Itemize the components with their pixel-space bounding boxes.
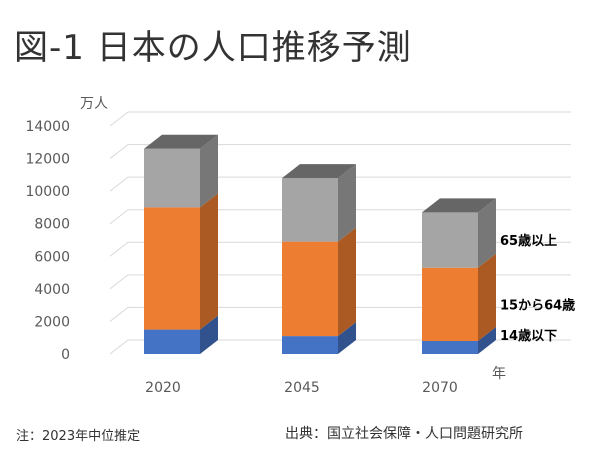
series-label: 15から64歳	[500, 297, 575, 313]
y-tick-label: 12000	[25, 152, 70, 168]
bar-side	[200, 193, 218, 330]
y-tick-label: 2000	[34, 314, 70, 330]
bar-top	[422, 198, 496, 213]
y-axis-unit: 万人	[80, 96, 108, 112]
bar-side	[478, 198, 496, 268]
source-credit: 出典：国立社会保障・人口問題研究所	[285, 426, 523, 442]
x-tick-label: 2045	[284, 380, 320, 396]
bar-side	[478, 326, 496, 354]
bar-segment	[144, 148, 200, 208]
bar-segment	[282, 178, 338, 242]
bar-segment	[144, 329, 200, 354]
bar-segment	[282, 241, 338, 337]
y-tick-label: 6000	[34, 249, 70, 265]
gridline	[109, 111, 571, 127]
bar-top	[282, 164, 356, 179]
y-tick-label: 10000	[25, 184, 70, 200]
bar-segment	[422, 212, 478, 268]
bar-segment	[144, 207, 200, 330]
bar-segment	[282, 336, 338, 354]
x-tick-label: 2020	[145, 380, 181, 396]
bar-segment	[422, 340, 478, 354]
bar-side	[200, 134, 218, 208]
bar-side	[338, 322, 356, 354]
y-tick-label: 4000	[34, 282, 70, 298]
x-tick-label: 2070	[422, 380, 458, 396]
gridline	[109, 144, 571, 159]
y-tick-label: 8000	[34, 217, 70, 233]
bar-side	[338, 164, 356, 242]
bar-side	[200, 315, 218, 354]
gridline	[109, 209, 571, 225]
y-tick-label: 0	[61, 347, 70, 363]
x-axis-unit: 年	[492, 366, 506, 382]
bar-top	[144, 134, 218, 149]
gridline	[109, 176, 571, 192]
bar-side	[338, 227, 356, 337]
series-label: 14歳以下	[500, 328, 557, 344]
bar-segment	[422, 267, 478, 341]
chart-title: 図-1 日本の人口推移予測	[14, 28, 412, 68]
series-label: 65歳以上	[500, 233, 557, 249]
bar-side	[478, 253, 496, 341]
footnote: 注：2023年中位推定	[16, 429, 141, 444]
y-tick-label: 14000	[25, 119, 70, 135]
